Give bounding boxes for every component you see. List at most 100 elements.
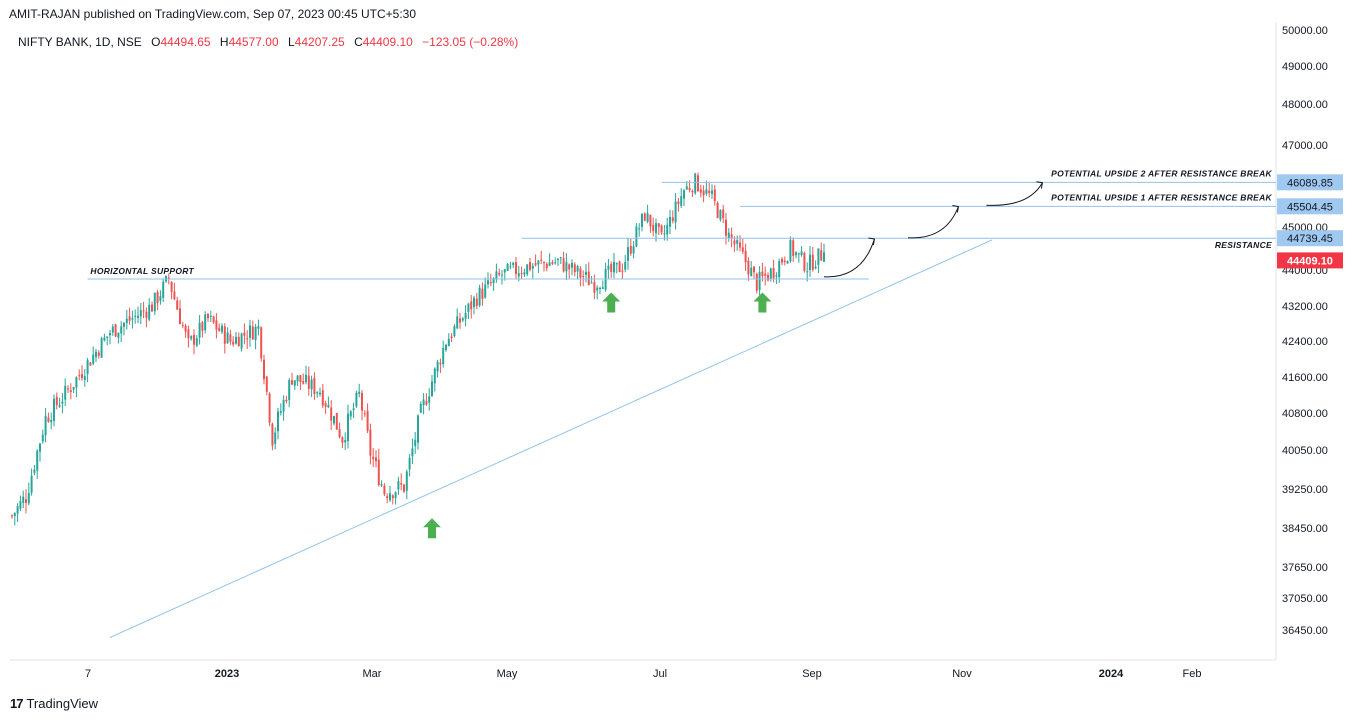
candle-body (282, 399, 285, 412)
projection-arrow-head (868, 237, 875, 246)
candle-body (503, 269, 506, 273)
candle-body (811, 254, 814, 270)
candle-body (254, 326, 257, 341)
candle-body (237, 336, 240, 347)
candle-body (526, 264, 529, 275)
candle-body (713, 189, 716, 202)
candle-body (579, 268, 582, 278)
candle-body (820, 250, 823, 261)
candle-body (431, 381, 433, 397)
candle-body (739, 242, 741, 248)
candle-body (190, 336, 193, 339)
x-tick-label: Jul (653, 668, 667, 680)
projection-arrow-head (1036, 181, 1043, 189)
candle-body (111, 326, 114, 333)
candle-body (128, 316, 131, 321)
upside-1-price-label-bg (1277, 198, 1343, 215)
candle-body (660, 225, 663, 233)
candle-body (319, 392, 321, 395)
candle-body (338, 429, 341, 438)
candle-body (204, 314, 207, 331)
candle-body (64, 385, 67, 400)
candle-body (736, 240, 739, 244)
tradingview-mark-icon: 17 (10, 696, 24, 711)
candle-body (783, 260, 786, 262)
candle-body (240, 333, 243, 349)
chart-area[interactable]: 50000.00 49000.00 48000.00 47000.00 45000.00… (10, 22, 1343, 680)
candle-body (593, 282, 596, 293)
candle-body (587, 271, 590, 286)
y-tick-label: 38450.00 (1282, 523, 1328, 535)
candle-body (86, 360, 89, 375)
candle-body (352, 408, 355, 410)
candle-body (106, 336, 109, 339)
candle-body (296, 375, 299, 382)
candle-body (313, 377, 316, 395)
candle-body (671, 217, 674, 221)
candle-body (624, 261, 627, 270)
candle-body (601, 287, 604, 289)
candle-body (643, 213, 646, 221)
tradingview-logo[interactable]: 17 TradingView (10, 696, 98, 711)
candle-body (11, 515, 13, 517)
candle-body (13, 513, 16, 516)
candle-body (778, 261, 781, 278)
candle-body (170, 281, 173, 292)
candle-body (666, 224, 669, 235)
candle-body (817, 248, 820, 265)
candle-body (400, 483, 403, 485)
candle-body (265, 376, 268, 392)
candle-body (638, 228, 641, 230)
candle-body (193, 334, 195, 345)
candle-body (439, 362, 442, 365)
candle-body (792, 240, 795, 256)
y-tick-label: 36450.00 (1282, 625, 1328, 637)
candle-body (39, 443, 41, 452)
candle-body (719, 210, 722, 220)
candle-body (705, 189, 708, 194)
candle-body (50, 419, 53, 423)
candle-body (741, 247, 744, 252)
candle-body (67, 388, 69, 390)
candle-body (663, 233, 666, 235)
candle-body (515, 262, 517, 274)
candle-body (333, 415, 335, 424)
candle-body (775, 275, 778, 277)
candle-body (428, 396, 431, 403)
candle-body (397, 480, 400, 490)
candle-body (232, 341, 235, 345)
candle-body (669, 216, 671, 227)
candle-body (683, 190, 685, 199)
projection-arrow (986, 182, 1043, 206)
support-up-arrow (602, 292, 621, 313)
candlestick-chart[interactable]: 50000.0049000.0048000.0047000.0045000.00… (10, 22, 1355, 682)
support-up-arrow (753, 292, 772, 313)
candle-body (545, 263, 548, 269)
candle-body (78, 375, 81, 377)
candle-body (375, 457, 377, 462)
close-value: 44409.10 (362, 35, 413, 49)
candle-body (151, 304, 153, 312)
candle-body (235, 336, 237, 344)
candle-body (795, 252, 797, 256)
candle-body (198, 322, 201, 338)
resistance-price-label: 44739.45 (1287, 233, 1333, 245)
candle-body (103, 337, 106, 341)
candle-body (55, 396, 58, 406)
candle-body (377, 459, 380, 486)
candle-body (529, 262, 531, 270)
support-up-arrow (423, 518, 441, 539)
x-tick-label: Feb (1183, 668, 1202, 680)
candle-body (610, 263, 613, 273)
candle-body (95, 351, 97, 358)
candle-body (408, 457, 411, 470)
candle-body (195, 338, 198, 346)
candle-body (139, 310, 142, 317)
high-label: H (219, 35, 229, 49)
candle-body (184, 325, 187, 332)
candle-body (167, 277, 170, 280)
projection-arrow (907, 206, 959, 239)
candle-body (621, 270, 624, 272)
low-value: 44207.25 (294, 35, 345, 49)
candle-body (156, 291, 159, 303)
